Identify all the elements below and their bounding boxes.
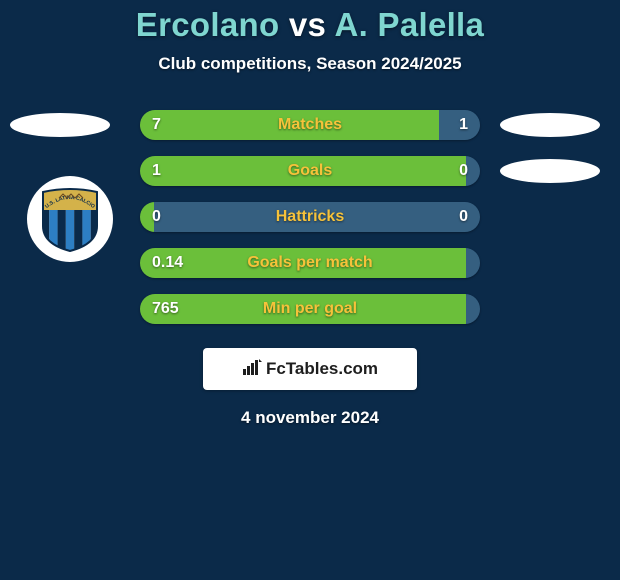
stat-bar: 10Goals [140, 156, 480, 186]
player-a-name: Ercolano [136, 6, 280, 43]
brand-text: FcTables.com [266, 359, 378, 379]
stat-bar: 00Hattricks [140, 202, 480, 232]
comparison-card: Ercolano vs A. Palella Club competitions… [0, 0, 620, 580]
stat-bar: 0.14Goals per match [140, 248, 480, 278]
date: 4 november 2024 [0, 408, 620, 428]
brand-pill[interactable]: FcTables.com [203, 348, 417, 390]
vs-word: vs [289, 6, 326, 43]
player-ellipse-right [500, 159, 600, 183]
stat-label: Matches [140, 110, 480, 140]
stat-row: 71Matches [0, 110, 620, 156]
stat-row: 765Min per goal [0, 294, 620, 340]
player-ellipse-left [10, 113, 110, 137]
player-b-name: A. Palella [334, 6, 484, 43]
stat-label: Min per goal [140, 294, 480, 324]
stat-bar: 765Min per goal [140, 294, 480, 324]
bar-chart-icon [242, 358, 262, 381]
latina-calcio-badge: U.S. LATINA CALCIO [41, 186, 99, 252]
page-title: Ercolano vs A. Palella [0, 6, 620, 44]
stat-label: Hattricks [140, 202, 480, 232]
subtitle: Club competitions, Season 2024/2025 [0, 54, 620, 74]
stat-label: Goals [140, 156, 480, 186]
player-ellipse-right [500, 113, 600, 137]
stat-bar: 71Matches [140, 110, 480, 140]
stat-label: Goals per match [140, 248, 480, 278]
club-badge: U.S. LATINA CALCIO [27, 176, 113, 262]
